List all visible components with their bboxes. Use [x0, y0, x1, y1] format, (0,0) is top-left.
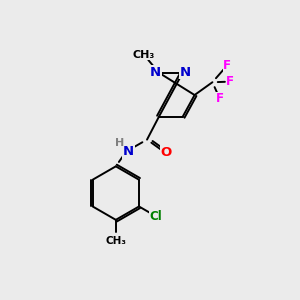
Text: F: F — [226, 75, 234, 88]
Text: O: O — [161, 146, 172, 159]
Text: N: N — [123, 145, 134, 158]
Text: H: H — [115, 138, 124, 148]
Text: CH₃: CH₃ — [105, 236, 126, 246]
Text: Cl: Cl — [150, 210, 163, 223]
Text: N: N — [150, 66, 161, 79]
Text: CH₃: CH₃ — [133, 50, 155, 60]
Text: F: F — [216, 92, 224, 105]
Text: F: F — [223, 59, 231, 72]
Text: N: N — [180, 66, 191, 79]
